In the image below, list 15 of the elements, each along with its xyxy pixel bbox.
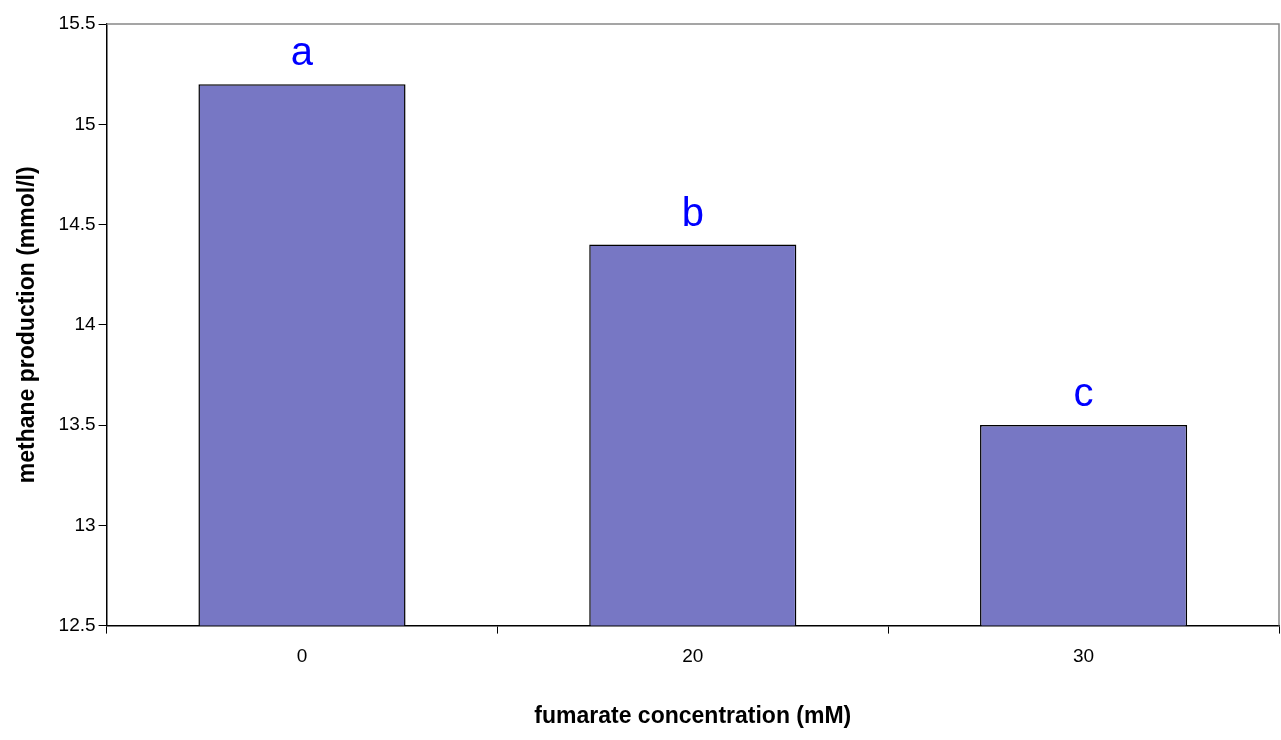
y-tick-label: 13 <box>74 513 96 535</box>
y-tick-label: 15 <box>74 112 96 134</box>
x-tick-label: 20 <box>682 645 704 667</box>
y-tick-label: 13.5 <box>58 413 96 435</box>
annotation: a <box>290 29 314 74</box>
annotation: c <box>1073 370 1094 415</box>
x-tick-label: 0 <box>296 645 308 667</box>
x-axis-title: fumarate concentration (mM) <box>534 701 852 728</box>
annotation: b <box>681 189 704 234</box>
x-tick-label: 30 <box>1073 645 1095 667</box>
y-tick-label: 14.5 <box>58 212 96 234</box>
y-tick-label: 15.5 <box>58 12 96 34</box>
y-tick-label: 12.5 <box>58 613 96 635</box>
y-axis-title: methane production (mmol/l) <box>13 166 40 484</box>
y-tick-label: 14 <box>74 313 97 335</box>
